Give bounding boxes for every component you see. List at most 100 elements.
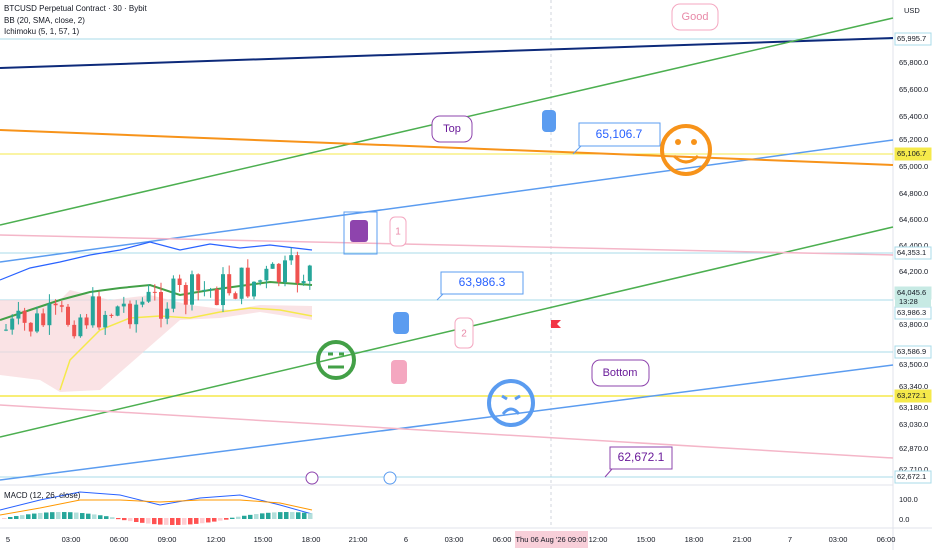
macd-tick-label: 100.0 xyxy=(899,495,918,504)
hand-icon[interactable] xyxy=(350,220,368,242)
macd-bar xyxy=(134,518,139,523)
macd-pane xyxy=(0,491,313,525)
number-note[interactable] xyxy=(389,216,407,247)
indicator: BB (20, SMA, close, 2) xyxy=(4,16,85,25)
candle xyxy=(103,314,108,328)
macd-bar xyxy=(86,513,91,519)
candle xyxy=(258,280,263,282)
hand-icon[interactable] xyxy=(393,312,409,334)
macd-bar xyxy=(38,512,43,519)
candle xyxy=(276,263,281,283)
price-tick-label: 64,800.0 xyxy=(899,189,928,198)
selection[interactable] xyxy=(343,211,378,255)
price-marker xyxy=(894,470,932,484)
time-tick-label: 06:00 xyxy=(493,535,512,544)
price-tick-label: 65,000.0 xyxy=(899,162,928,171)
macd-bar xyxy=(170,518,175,525)
macd-bar xyxy=(26,514,31,519)
macd-bar xyxy=(92,514,97,519)
price-note[interactable] xyxy=(578,122,661,147)
countdown: 13:28 xyxy=(899,297,918,306)
price-note-text: 63,986.3 xyxy=(459,275,506,289)
time-tick-label: 6 xyxy=(404,535,408,544)
candle xyxy=(84,317,89,326)
flag[interactable] xyxy=(551,320,561,328)
price-tick-label: 63,800.0 xyxy=(899,320,928,329)
callout[interactable] xyxy=(591,359,650,387)
macd-bar xyxy=(98,515,103,519)
sad-face[interactable] xyxy=(487,379,535,427)
macd-bar xyxy=(200,518,205,524)
indicators xyxy=(0,241,313,392)
smiley[interactable] xyxy=(660,124,712,176)
candle xyxy=(159,292,163,319)
price-tick-label: 65,600.0 xyxy=(899,85,928,94)
candle xyxy=(140,301,145,305)
candle xyxy=(289,255,294,261)
callout[interactable] xyxy=(671,3,719,31)
time-tick-label: 18:00 xyxy=(685,535,704,544)
neutral-face[interactable] xyxy=(316,340,356,380)
price-tick-label: 64,200.0 xyxy=(899,267,928,276)
price-marker-text: 62,672.1 xyxy=(897,472,926,481)
candle xyxy=(227,274,232,294)
hand-icon[interactable] xyxy=(391,360,407,384)
macd-bar xyxy=(218,518,223,521)
price-marker-text: 63,586.9 xyxy=(897,347,926,356)
event-icon[interactable] xyxy=(383,471,397,485)
candle xyxy=(16,310,21,319)
macd-bar xyxy=(296,512,301,519)
trend-line xyxy=(0,37,894,69)
macd-bar xyxy=(260,513,265,519)
macd-bar xyxy=(152,518,157,525)
time-tick-label: 03:00 xyxy=(445,535,464,544)
cursor-box xyxy=(515,531,588,548)
price-tick-label: 63,030.0 xyxy=(899,420,928,429)
macd-title: MACD (12, 26, close) xyxy=(4,491,81,500)
trend-line xyxy=(0,129,894,166)
candle xyxy=(41,313,46,326)
macd-bar xyxy=(128,518,133,522)
callout[interactable] xyxy=(431,115,473,143)
price-marker xyxy=(894,32,932,46)
time-tick-label: 15:00 xyxy=(637,535,656,544)
trend-line xyxy=(0,404,894,459)
macd-bar xyxy=(164,518,169,525)
candle xyxy=(208,289,213,291)
callout-text: Top xyxy=(443,123,461,135)
price-labels: 65,800.0 65,600.0 65,400.0 65,200.0 65,000.0… xyxy=(894,32,932,524)
price-note[interactable] xyxy=(609,446,673,470)
time-axis: Thu 06 Aug '26 09:00 5 03:00 06:00 09:00 12:… xyxy=(6,531,895,548)
macd-bar xyxy=(266,512,271,519)
candle xyxy=(134,304,139,325)
candle xyxy=(22,310,27,323)
price-tick-label: 63,340.0 xyxy=(899,382,928,391)
macd-bar xyxy=(302,512,307,519)
price-marker-text: 65,995.7 xyxy=(897,34,926,43)
candle xyxy=(53,303,58,306)
macd-bar xyxy=(14,516,19,519)
macd-bar xyxy=(224,518,229,520)
price-note[interactable] xyxy=(440,271,524,295)
macd-bar xyxy=(74,512,79,519)
time-tick-label: 15:00 xyxy=(254,535,273,544)
annotations: Good Top Bottom 65,106.7 63,986.3 62,672… xyxy=(305,3,719,485)
event-icon[interactable] xyxy=(305,471,319,485)
price-marker-text: 65,106.7 xyxy=(897,149,926,158)
candle xyxy=(59,305,64,307)
candle xyxy=(283,260,287,283)
macd-bar xyxy=(254,514,259,519)
macd-bar xyxy=(116,518,121,520)
countdown-box xyxy=(895,296,931,307)
candle xyxy=(190,274,194,305)
hand-icon[interactable] xyxy=(542,110,556,132)
number-note[interactable] xyxy=(454,317,474,349)
macd-bar xyxy=(212,518,217,522)
candle xyxy=(47,303,52,326)
price-marker xyxy=(894,246,932,260)
candle xyxy=(177,278,182,286)
time-tick-label: 09:00 xyxy=(158,535,177,544)
candle xyxy=(97,296,101,328)
